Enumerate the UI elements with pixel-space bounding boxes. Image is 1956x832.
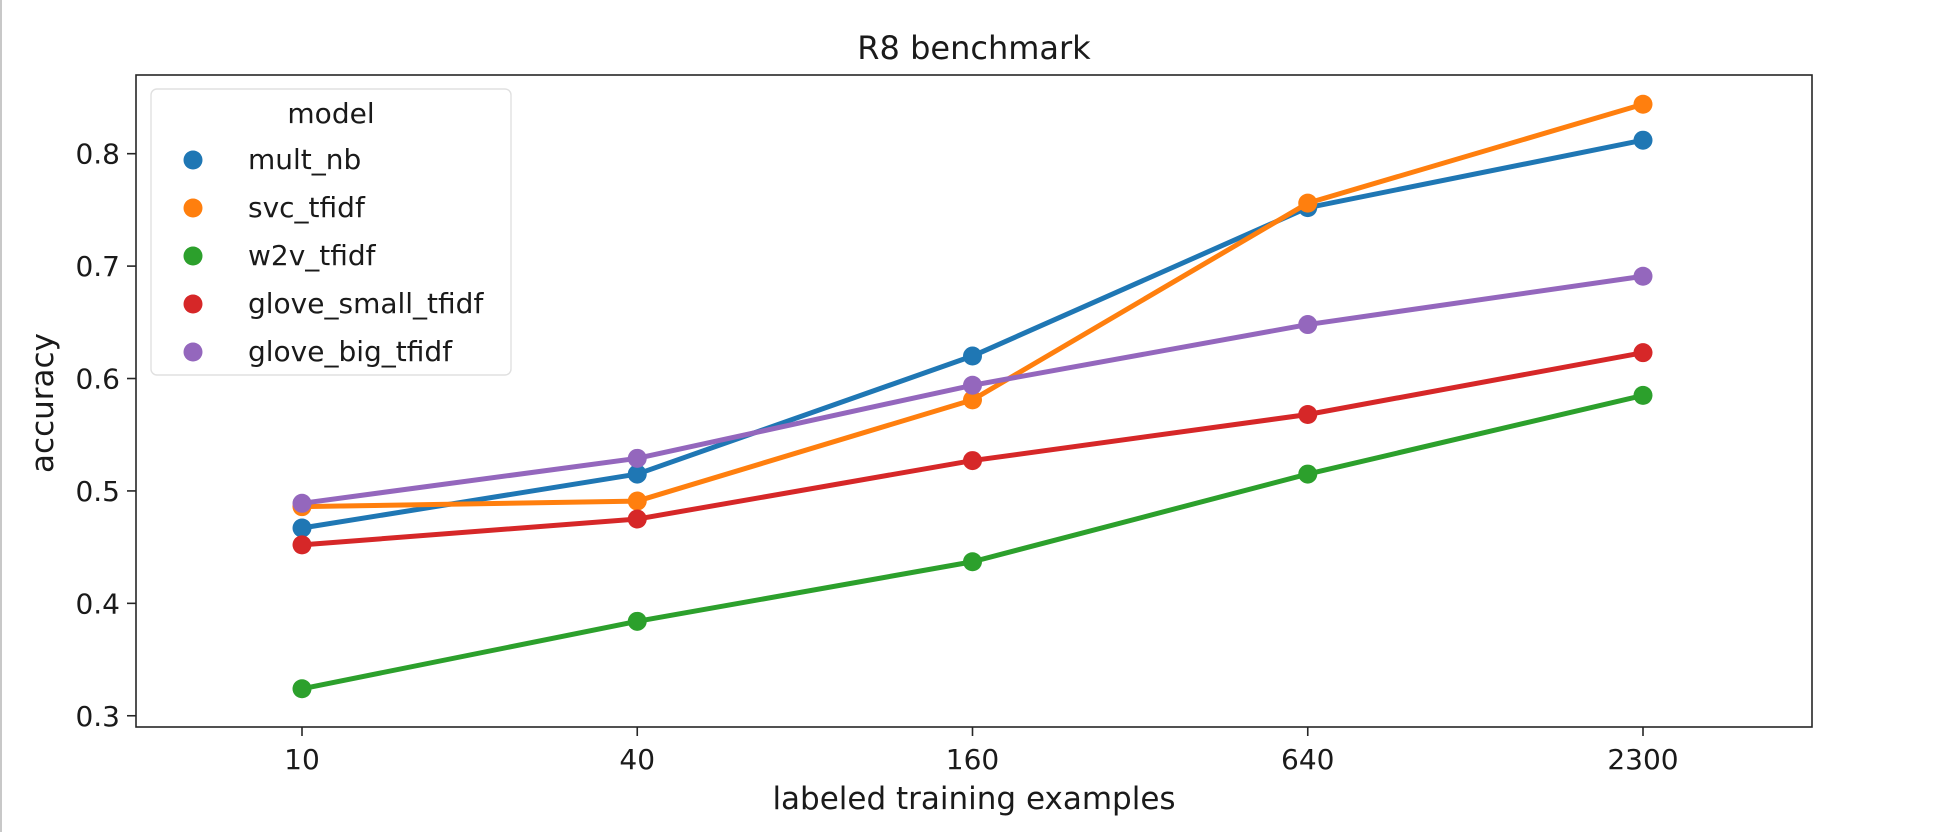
legend-label-mult_nb: mult_nb [248,143,361,176]
data-point-glove_small_tfidf [1633,343,1653,363]
data-point-glove_small_tfidf [963,451,982,471]
legend-title: model [287,97,374,130]
y-tick-label: 0.3 [75,700,120,733]
data-point-w2v_tfidf [963,552,982,572]
y-tick-label: 0.4 [75,587,120,620]
series-line-w2v_tfidf [299,392,1646,692]
legend-marker-mult_nb [183,150,203,170]
y-tick-label: 0.5 [75,475,120,508]
data-point-mult_nb [627,464,647,484]
x-axis: 10 40 160 640 2300 [284,727,1679,776]
x-tick-label: 2300 [1607,743,1678,776]
data-point-mult_nb [1633,130,1653,150]
series-glove_small_tfidf [292,343,1653,555]
legend-label-glove_small_tfidf: glove_small_tfidf [248,287,484,320]
data-point-glove_big_tfidf [963,375,982,395]
data-point-glove_small_tfidf [292,535,312,555]
plot-area-frame [135,74,1813,728]
data-point-w2v_tfidf [627,611,647,631]
y-tick-label: 0.7 [75,250,120,283]
x-axis-label: labeled training examples [772,781,1175,817]
data-point-w2v_tfidf [1633,385,1653,405]
data-point-glove_small_tfidf [1298,404,1318,424]
legend-items: mult_nb svc_tfidf w2v_tfidf glove_small_tfi… [183,143,484,368]
y-axis: 0.3 0.4 0.5 0.6 0.7 0.8 [75,138,136,733]
series-mult_nb [292,130,1653,538]
x-tick-label: 640 [1281,743,1334,776]
data-point-w2v_tfidf [292,679,312,699]
data-point-glove_big_tfidf [1298,315,1318,335]
chart-title: R8 benchmark [857,29,1091,67]
legend-marker-glove_big_tfidf [183,342,203,362]
legend-marker-w2v_tfidf [183,246,203,266]
series-w2v_tfidf [292,385,1653,699]
data-point-svc_tfidf [1298,193,1318,213]
legend-box [150,88,512,376]
data-point-glove_big_tfidf [627,448,647,468]
data-point-glove_small_tfidf [627,509,647,529]
y-tick-label: 0.8 [75,138,120,171]
data-point-svc_tfidf [1633,94,1653,114]
x-tick-label: 160 [946,743,999,776]
data-point-glove_big_tfidf [292,493,312,513]
data-point-w2v_tfidf [1298,464,1318,484]
data-point-glove_big_tfidf [1633,266,1653,286]
legend-marker-glove_small_tfidf [183,294,203,314]
legend: model mult_nb svc_tfidf w2v_tfidf glove_sma… [150,88,512,376]
series-glove_big_tfidf [292,266,1653,513]
y-tick-label: 0.6 [75,363,120,396]
data-point-mult_nb [292,518,312,538]
data-point-svc_tfidf [963,390,982,410]
y-axis-label: accuracy [25,333,61,473]
series-layer [292,94,1653,699]
data-point-svc_tfidf [627,491,647,511]
legend-label-glove_big_tfidf: glove_big_tfidf [248,335,453,368]
window-left-border [0,0,2,832]
legend-label-svc_tfidf: svc_tfidf [248,191,366,224]
legend-marker-svc_tfidf [183,198,203,218]
x-tick-label: 40 [619,743,655,776]
legend-label-w2v_tfidf: w2v_tfidf [248,239,377,272]
data-point-mult_nb [963,346,982,366]
x-tick-label: 10 [284,743,320,776]
